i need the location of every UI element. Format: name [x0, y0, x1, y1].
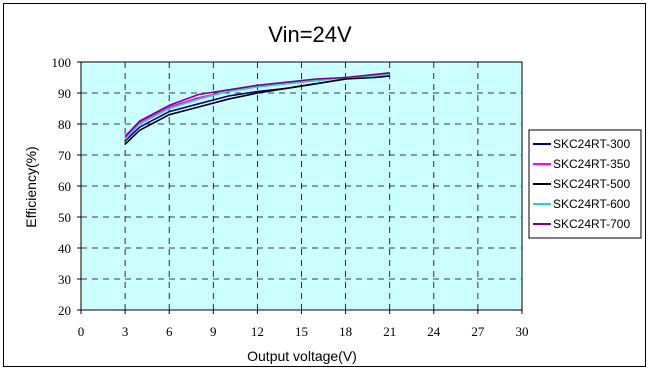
- x-tick-label: 6: [166, 324, 173, 339]
- legend-label: SKC24RT-700: [553, 217, 630, 231]
- x-tick-label: 0: [78, 324, 85, 339]
- x-tick-label: 24: [427, 324, 441, 339]
- y-tick-label: 50: [58, 210, 71, 225]
- x-tick-label: 3: [122, 324, 129, 339]
- series-line-3: [124, 75, 390, 145]
- y-tick-label: 70: [58, 148, 71, 163]
- x-tick-labels: 0 3 6 9 12 15 18 21 24 27 30: [78, 310, 529, 339]
- legend: SKC24RT-300 SKC24RT-350 SKC24RT-500 SKC24RT…: [528, 129, 642, 239]
- y-tick-label: 20: [58, 303, 71, 318]
- x-axis-label: Output voltage(V): [247, 348, 357, 364]
- y-tick-label: 40: [58, 241, 71, 256]
- series-line-5: [124, 72, 390, 137]
- x-tick-label: 9: [210, 324, 217, 339]
- y-tick-label: 100: [52, 55, 72, 70]
- x-tick-label: 18: [339, 324, 352, 339]
- grid-lines: [81, 62, 522, 310]
- legend-label: SKC24RT-350: [553, 157, 630, 171]
- y-tick-label: 60: [58, 179, 71, 194]
- x-tick-label: 15: [295, 324, 308, 339]
- x-tick-label: 12: [251, 324, 264, 339]
- y-tick-label: 90: [58, 86, 71, 101]
- x-tick-label: 27: [471, 324, 485, 339]
- legend-label: SKC24RT-600: [553, 197, 630, 211]
- y-tick-label: 30: [58, 272, 71, 287]
- legend-label: SKC24RT-500: [553, 177, 630, 191]
- legend-label: SKC24RT-300: [553, 137, 630, 151]
- series-lines: [124, 72, 390, 145]
- chart-title: Vin=24V: [268, 22, 352, 47]
- y-tick-label: 80: [58, 117, 71, 132]
- y-axis-label: Efficiency(%): [23, 146, 39, 227]
- x-tick-label: 21: [383, 324, 396, 339]
- y-tick-labels: 20 30 40 50 60 70 80 90 100: [52, 55, 81, 318]
- x-tick-label: 30: [516, 324, 529, 339]
